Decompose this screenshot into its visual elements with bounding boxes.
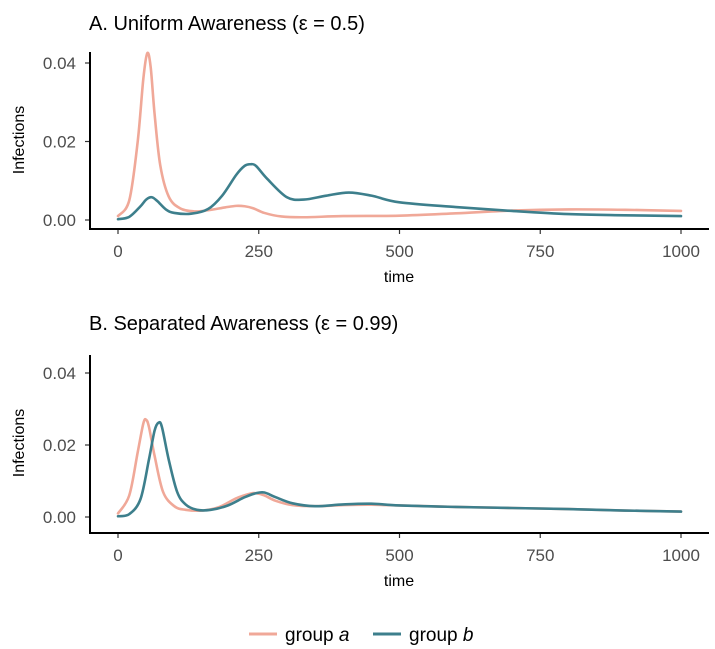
- legend-label-group-b: group b: [409, 625, 473, 646]
- panel-b: B. Separated Awareness (ε = 0.99) Infect…: [11, 313, 709, 590]
- panel-a-x-tick-label: 1000: [662, 242, 700, 261]
- panel-a-series-group-b: [116, 162, 683, 221]
- panel-a-y-axis-title: Infections: [11, 106, 28, 174]
- panel-a-y-tick-label: 0.02: [43, 133, 76, 152]
- legend-label-group-a: group a: [285, 625, 349, 646]
- panel-b-y-tick-label: 0.02: [43, 436, 76, 455]
- panel-b-series: [116, 418, 683, 518]
- legend-label-group-b-prefix: group: [409, 625, 463, 646]
- legend-label-group-b-letter: b: [463, 625, 474, 646]
- panel-b-x-tick-label: 250: [245, 546, 273, 565]
- panel-b-y-axis-title: Infections: [11, 409, 28, 477]
- panel-a-x-tick-label: 500: [385, 242, 413, 261]
- panel-b-x-tick-label: 1000: [662, 546, 700, 565]
- panel-a: A. Uniform Awareness (ε = 0.5) Infection…: [11, 13, 709, 286]
- panel-a-y-tick-label: 0.00: [43, 211, 76, 230]
- panel-a-x-tick-label: 750: [526, 242, 554, 261]
- panel-b-title: B. Separated Awareness (ε = 0.99): [89, 313, 398, 335]
- panel-b-x-axis-title: time: [384, 573, 414, 590]
- panel-b-x-tick-label: 750: [526, 546, 554, 565]
- panel-b-x-tick-label: 0: [113, 546, 122, 565]
- panel-b-series-group-a: [116, 418, 683, 515]
- panel-b-y-tick-label: 0.00: [43, 508, 76, 527]
- panel-a-x-axis-title: time: [384, 269, 414, 286]
- panel-a-x-tick-label: 250: [245, 242, 273, 261]
- panel-b-series-group-b: [116, 420, 683, 518]
- legend-label-group-a-prefix: group: [285, 625, 339, 646]
- panel-a-x-tick-label: 0: [113, 242, 122, 261]
- panel-a-ticks: 0 250 500 750 1000 0.00 0.02 0.04: [43, 54, 700, 261]
- panel-a-title: A. Uniform Awareness (ε = 0.5): [89, 13, 365, 35]
- panel-b-x-tick-label: 500: [385, 546, 413, 565]
- panel-b-y-tick-label: 0.04: [43, 364, 76, 383]
- legend: group a group b: [249, 625, 473, 646]
- panel-b-ticks: 0 250 500 750 1000 0.00 0.02 0.04: [43, 364, 700, 565]
- panel-a-series-group-a: [116, 51, 683, 219]
- panel-a-series: [116, 51, 683, 221]
- legend-label-group-a-letter: a: [339, 625, 350, 646]
- panel-a-y-tick-label: 0.04: [43, 54, 76, 73]
